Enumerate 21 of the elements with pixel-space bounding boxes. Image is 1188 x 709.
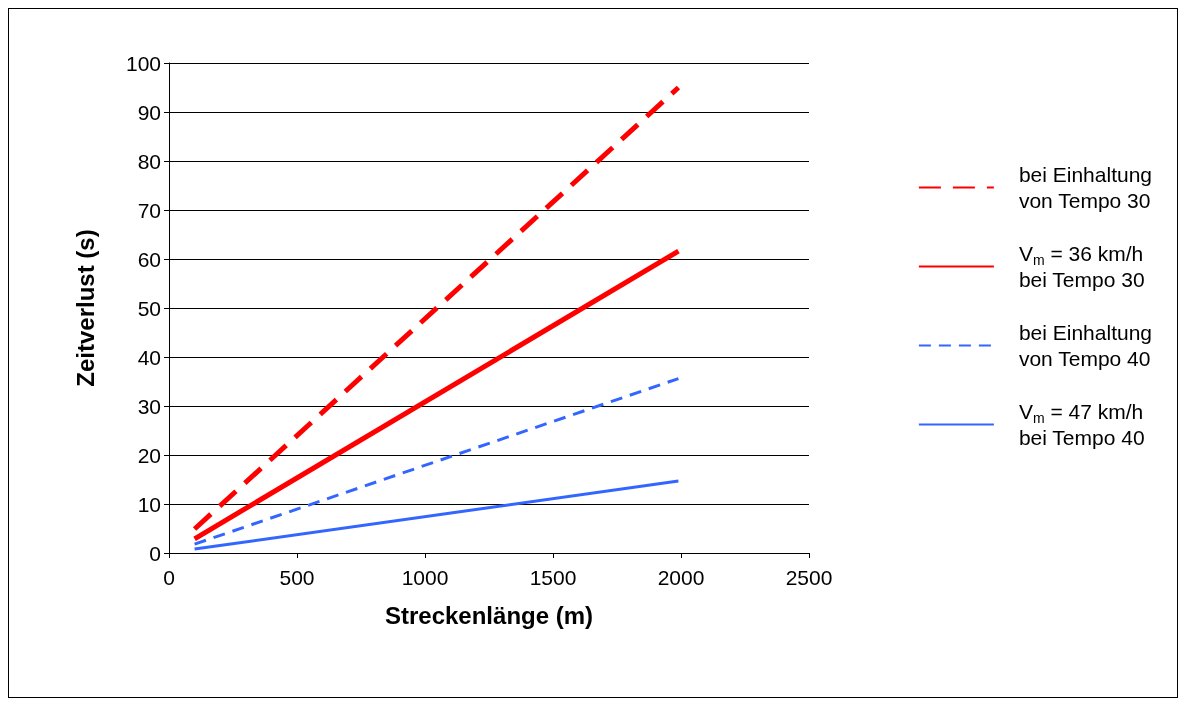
y-tick-label: 0 (149, 541, 161, 565)
y-tick-label: 70 (137, 198, 161, 222)
y-tick-label: 10 (137, 492, 161, 516)
y-tick-label: 100 (125, 51, 161, 75)
y-tick-label: 50 (137, 296, 161, 320)
x-axis-title: Streckenlänge (m) (384, 601, 594, 629)
x-tick-label: 1500 (529, 566, 577, 589)
x-tick-label: 2000 (657, 566, 705, 589)
x-tick-label: 0 (163, 566, 175, 589)
x-tick-label: 1000 (401, 566, 449, 589)
y-tick-label: 20 (137, 443, 161, 467)
y-tick-label: 80 (137, 149, 161, 173)
y-tick-label: 90 (137, 100, 161, 124)
legend-label: bei Einhaltung von Tempo 40 (1018, 321, 1152, 370)
y-tick-label: 30 (137, 394, 161, 418)
y-tick-label: 60 (137, 247, 161, 271)
x-tick-label: 500 (279, 566, 315, 589)
y-axis-title: Zeitverlust (s) (71, 229, 99, 387)
legend-label: bei Einhaltung von Tempo 30 (1018, 163, 1152, 212)
y-tick-label: 40 (137, 345, 161, 369)
x-tick-label: 2500 (785, 566, 833, 589)
